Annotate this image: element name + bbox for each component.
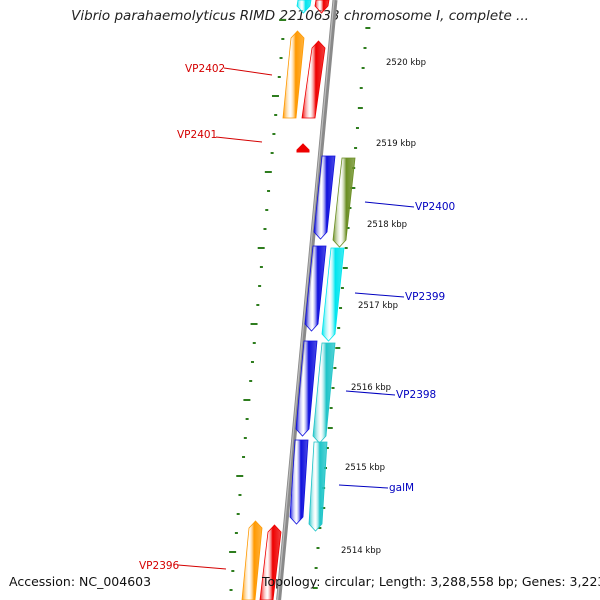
- gene-red-bottom-block: [259, 524, 282, 600]
- gene-galm-block: [308, 441, 328, 532]
- gene-vp2400-blue-block: [313, 155, 336, 240]
- gene-vp2401-neighbour-block: [301, 40, 326, 119]
- scale-label: 2516 kbp: [351, 383, 391, 393]
- scale-label: 2517 kbp: [358, 301, 398, 311]
- gene-label-vp2400: VP2400: [415, 201, 455, 213]
- gene-label-galm: galM: [389, 482, 414, 494]
- gene-vp2399-blue-block: [304, 245, 327, 332]
- accession-text: Accession: NC_004603: [9, 574, 152, 589]
- gene-leader-vp2401: [215, 136, 263, 143]
- gene-label-vp2396: VP2396: [139, 560, 180, 572]
- gene-vp2396-block: [241, 520, 263, 600]
- gene-leader-vp2402: [223, 67, 273, 76]
- chromosome-backbone-highlight: [277, 0, 335, 600]
- scale-label: 2519 kbp: [376, 139, 416, 149]
- gene-vp2401-block: [296, 143, 310, 153]
- summary-text: Topology: circular; Length: 3,288,558 bp…: [262, 574, 600, 589]
- scale-label: 2518 kbp: [367, 220, 407, 230]
- gene-label-vp2398: VP2398: [396, 389, 436, 401]
- gene-vp2402-block: [282, 30, 305, 119]
- gene-vp2398-block: [312, 342, 336, 444]
- gene-vp2398-blue-block: [295, 340, 318, 437]
- gene-leader-galm: [338, 484, 389, 489]
- scale-label: 2520 kbp: [386, 58, 426, 68]
- gene-leader-vp2396: [177, 564, 227, 570]
- gene-vp2400-block: [332, 157, 356, 248]
- gene-red-top-block: [314, 0, 330, 14]
- gene-leader-vp2400: [364, 201, 415, 208]
- gene-cyan-top-block: [296, 0, 312, 14]
- scale-label: 2515 kbp: [345, 463, 385, 473]
- gene-label-vp2399: VP2399: [405, 291, 445, 303]
- scale-label: 2514 kbp: [341, 546, 381, 556]
- chromosome-backbone: [276, 0, 338, 600]
- gene-vp2399-block: [321, 247, 345, 342]
- gene-label-vp2401: VP2401: [177, 129, 217, 141]
- gene-label-vp2402: VP2402: [185, 63, 225, 75]
- gene-leader-vp2399: [354, 292, 405, 298]
- map-title: Vibrio parahaemolyticus RIMD 2210633 chr…: [71, 8, 529, 24]
- gene-leader-vp2398: [345, 390, 396, 396]
- gene-blue-lower-block: [289, 439, 309, 525]
